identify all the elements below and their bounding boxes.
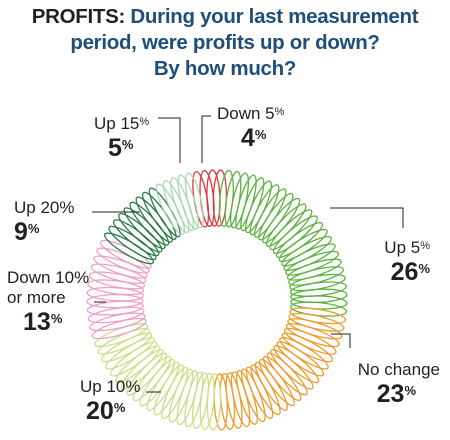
label-down5: Down 5% 4% (217, 104, 285, 152)
coil-loop (87, 279, 145, 296)
coil-loop (88, 271, 146, 290)
coil-rings (86, 169, 348, 431)
slice-up10 (94, 322, 222, 431)
leader-down5 (201, 115, 211, 163)
title-line3: By how much? (153, 57, 297, 80)
title-lead: PROFITS: (31, 5, 126, 28)
value-down10: 13% (23, 308, 63, 336)
label-up20: Up 20% 9% (14, 198, 75, 246)
coil-loop (86, 300, 144, 316)
coil-loop (86, 286, 144, 302)
coil-loop (89, 312, 146, 332)
coil-loop (93, 255, 148, 279)
coil-loop (86, 294, 144, 309)
slice-down5 (192, 169, 228, 228)
slice-up5 (218, 169, 348, 317)
coil-loop (94, 322, 149, 348)
slice-up15 (155, 172, 204, 236)
value-nochange: 23% (376, 380, 416, 408)
label-up5: Up 5% 26% (350, 238, 430, 286)
value-up20: 9% (14, 218, 40, 246)
coil-loop (91, 317, 147, 340)
value-up5: 26% (390, 258, 430, 286)
label-down10: Down 10% or more 13% (7, 268, 90, 336)
slice-up20 (103, 187, 181, 265)
slice-nochange (213, 307, 347, 431)
coil-loop (184, 172, 204, 229)
label-up10: Up 10% 20% (80, 377, 141, 425)
slice-down10 (86, 239, 152, 340)
title-line1: During your last measurement (125, 5, 419, 28)
coil-loop (177, 174, 199, 230)
value-down5: 4% (241, 124, 267, 152)
value-up15: 5% (108, 134, 134, 162)
leader-nochange (331, 333, 351, 348)
title-line2: period, were profits up or down? (70, 31, 380, 54)
label-nochange: No change 23% (340, 360, 440, 408)
leader-lines (92, 115, 404, 393)
coil-loop (90, 263, 147, 284)
value-up10: 20% (86, 397, 126, 425)
leader-up5 (330, 207, 404, 228)
leader-up15 (158, 117, 181, 163)
label-up15: Up 15% 5% (94, 114, 150, 162)
chart-title: PROFITS: During your last measurement pe… (0, 4, 450, 82)
coil-loop (87, 306, 145, 324)
